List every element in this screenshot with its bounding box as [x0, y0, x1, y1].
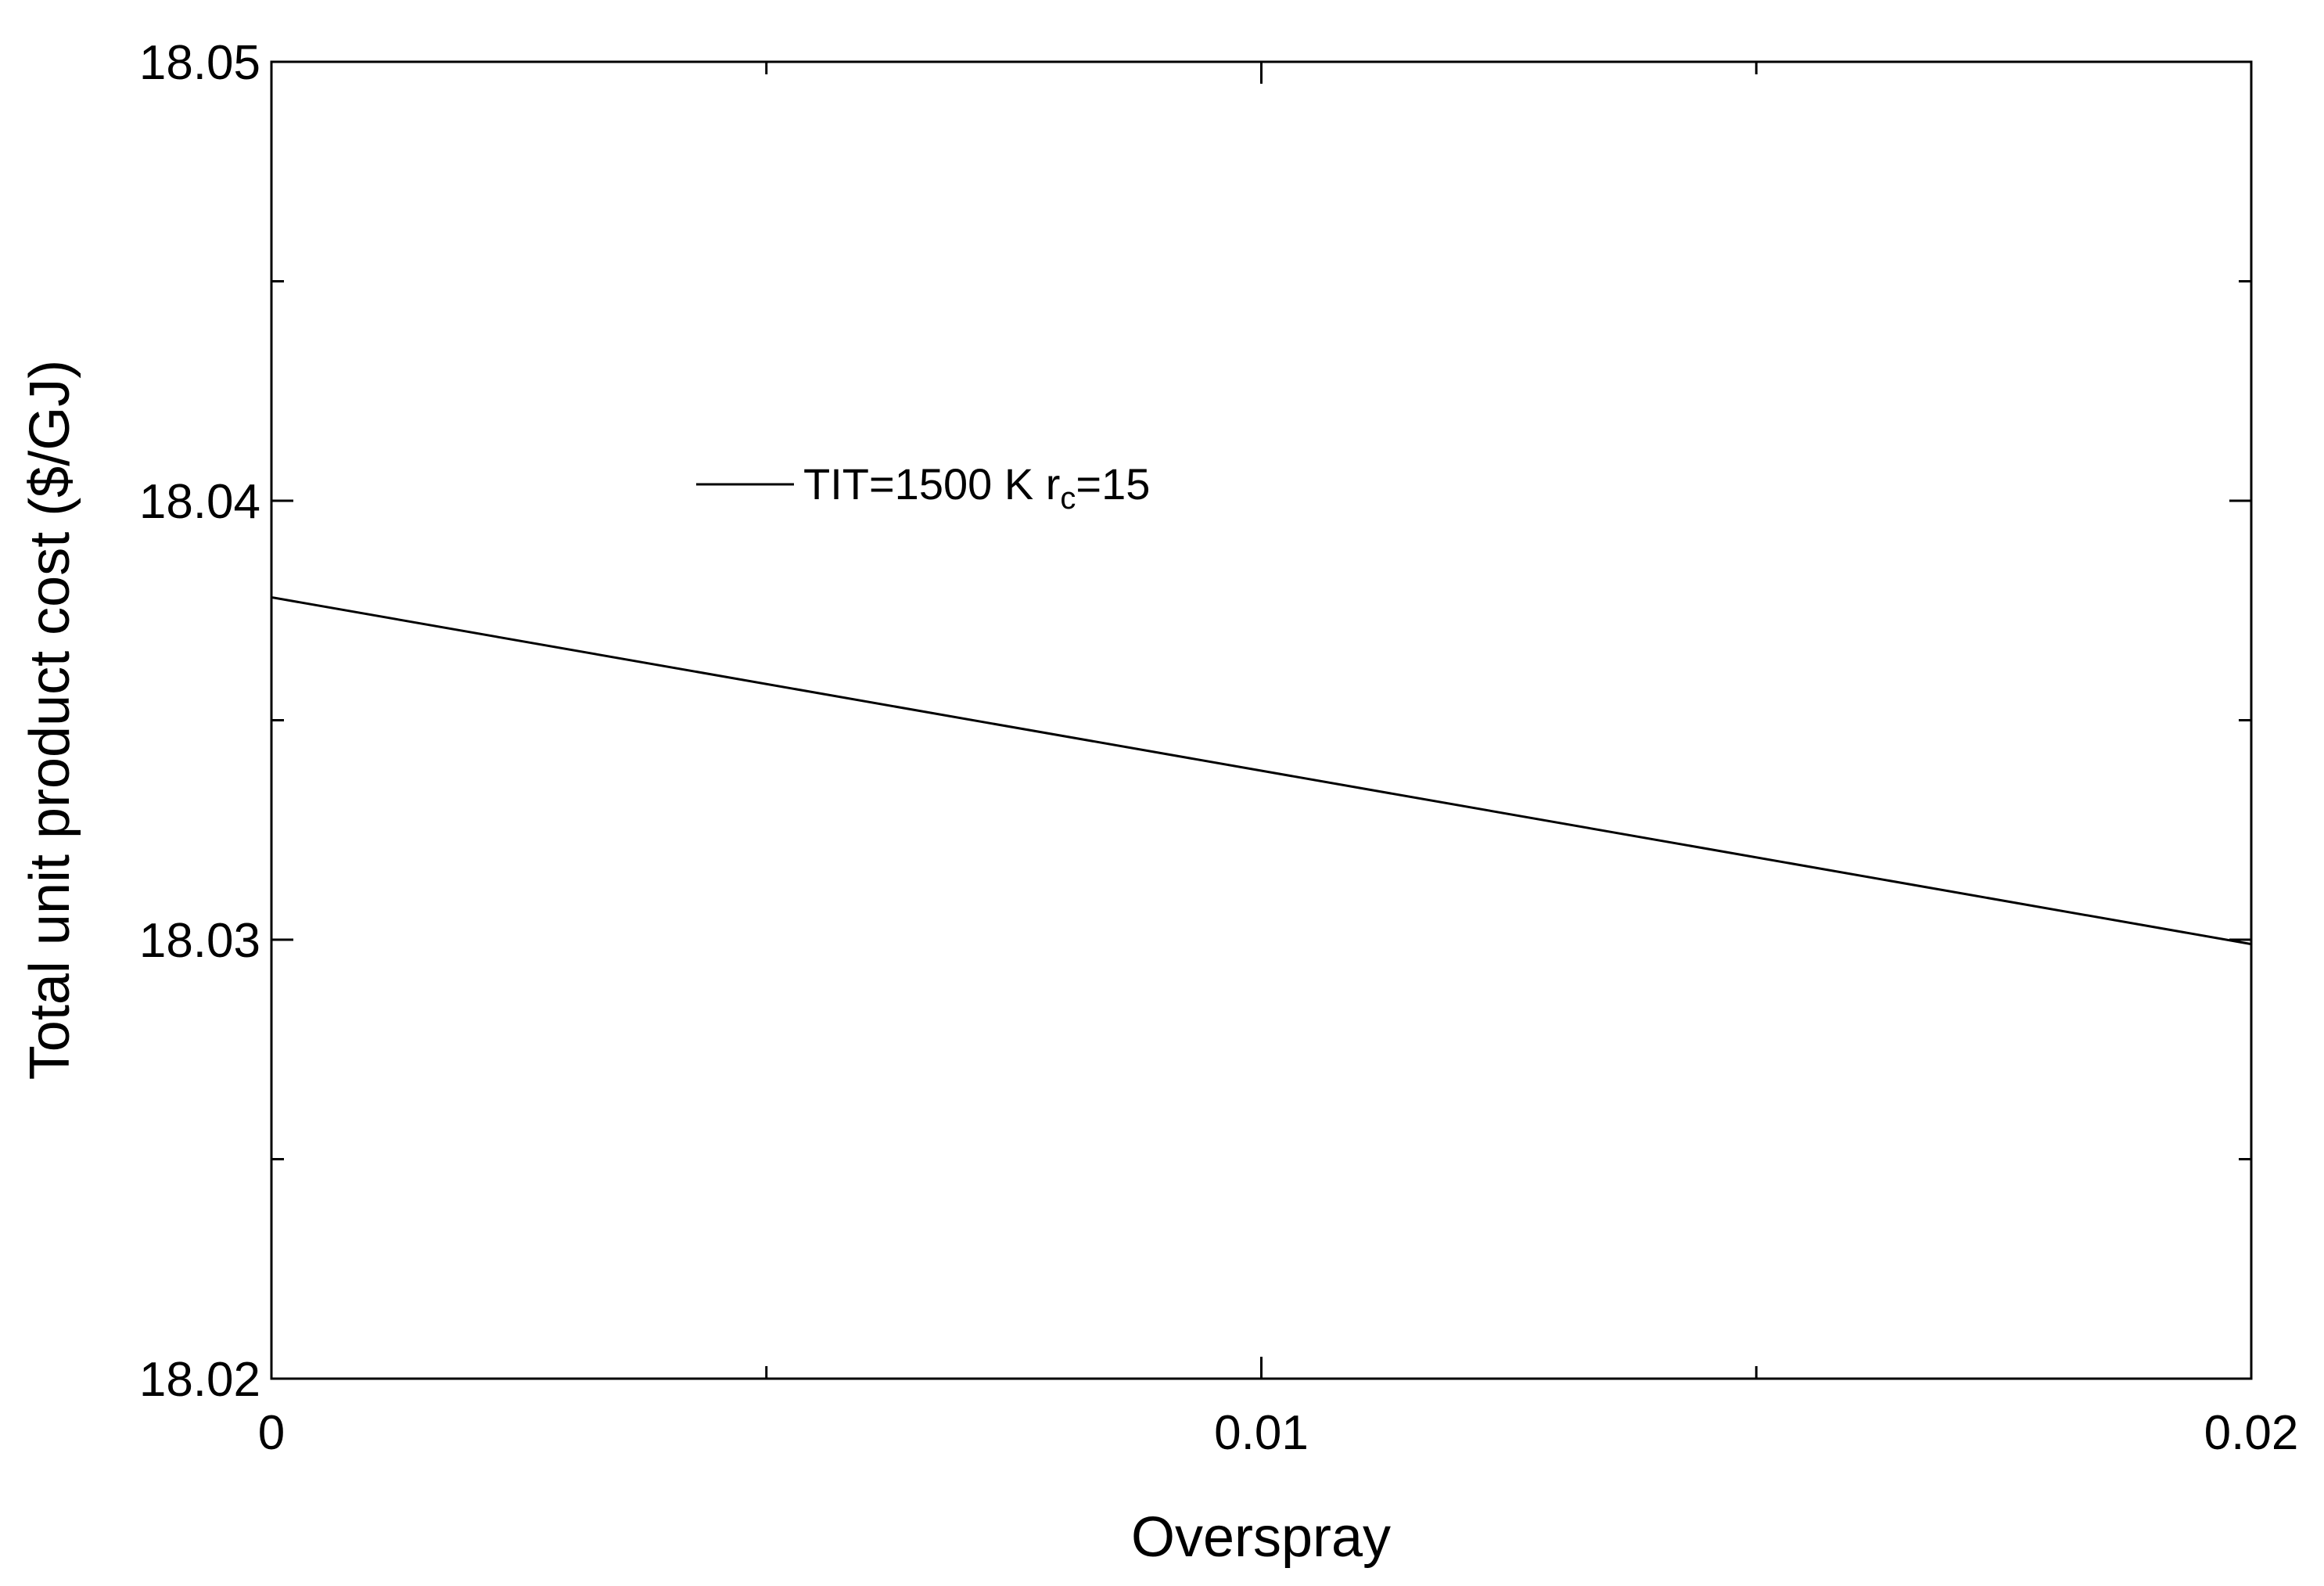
axis-tick-labels: 0 0.01 0.02 18.02 18.03 18.04 18.05 [139, 36, 2298, 1460]
legend-label-tail: =15 [1076, 459, 1150, 509]
axis-ticks [270, 60, 2253, 1380]
legend-label-main: TIT=1500 K r [803, 459, 1060, 509]
x-tick-label: 0.02 [2204, 1406, 2299, 1460]
x-tick-label: 0 [258, 1406, 285, 1460]
x-tick-label: 0.01 [1214, 1406, 1309, 1460]
series-lines [271, 595, 2252, 946]
y-axis-title: Total unit product cost ($/GJ) [19, 360, 81, 1080]
y-tick-label: 18.02 [139, 1353, 260, 1407]
y-tick-label: 18.03 [139, 914, 260, 968]
y-tick-label: 18.04 [139, 475, 260, 529]
legend-label-subscript: c [1060, 481, 1076, 516]
y-tick-label: 18.05 [139, 36, 260, 90]
x-axis-title: Overspray [1131, 1506, 1391, 1569]
series-line [271, 595, 2252, 946]
legend: TIT=1500 K rc=15 [696, 459, 1150, 516]
plot-frame [270, 60, 2253, 1380]
legend-label: TIT=1500 K rc=15 [803, 459, 1150, 516]
